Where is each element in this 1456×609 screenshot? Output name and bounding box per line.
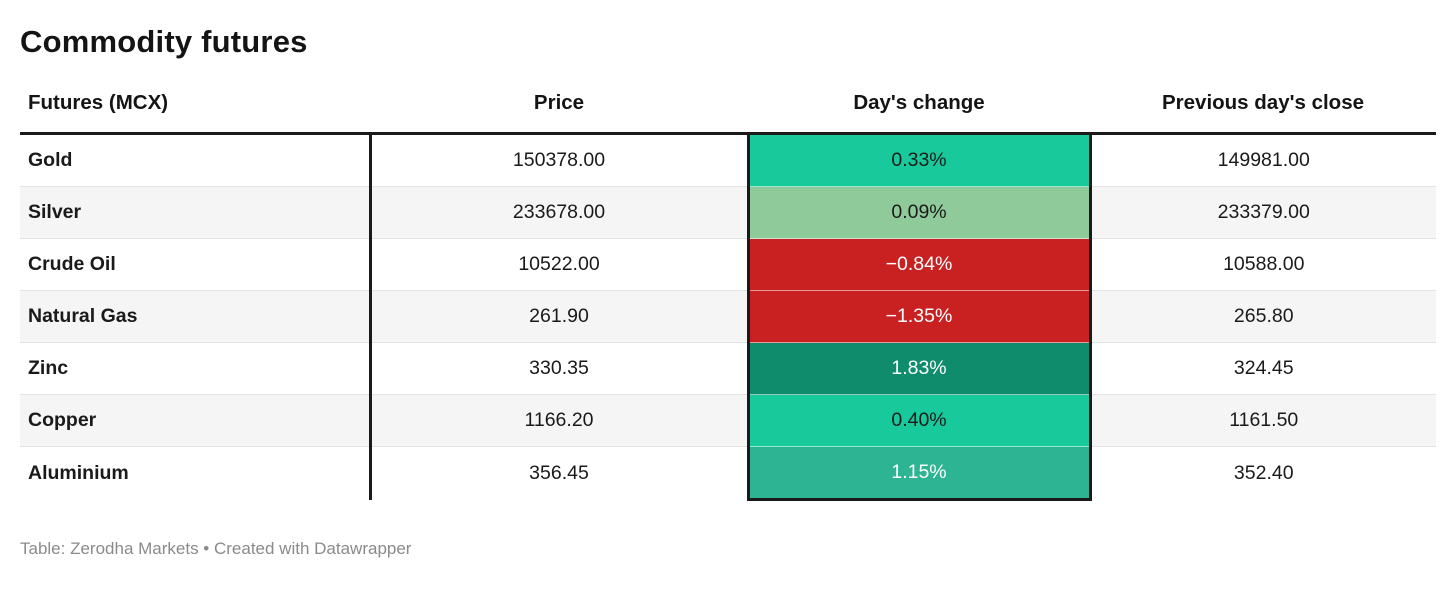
price-cell: 150378.00 xyxy=(370,133,748,187)
futures-name-cell: Gold xyxy=(20,133,372,187)
days-change-cell: −1.35% xyxy=(746,290,1092,343)
price-cell: 330.35 xyxy=(370,342,748,395)
days-change-cell: 1.83% xyxy=(746,342,1092,395)
commodity-futures-table: Futures (MCX) Price Day's change Previou… xyxy=(20,74,1436,501)
prev-close-cell: 324.45 xyxy=(1090,342,1436,395)
days-change-cell: 0.09% xyxy=(746,186,1092,239)
days-change-cell: 0.33% xyxy=(746,133,1092,187)
prev-close-cell: 233379.00 xyxy=(1090,186,1436,239)
column-header-prev-close: Previous day's close xyxy=(1090,74,1436,135)
price-cell: 10522.00 xyxy=(370,238,748,291)
price-cell: 1166.20 xyxy=(370,394,748,447)
days-change-cell: 1.15% xyxy=(746,446,1092,501)
futures-name-cell: Natural Gas xyxy=(20,290,372,343)
futures-name-cell: Copper xyxy=(20,394,372,447)
table-row-aluminium: Aluminium 356.45 1.15% 352.40 xyxy=(20,446,1436,501)
table-row-zinc: Zinc 330.35 1.83% 324.45 xyxy=(20,342,1436,395)
prev-close-cell: 149981.00 xyxy=(1090,133,1436,187)
prev-close-cell: 352.40 xyxy=(1090,446,1436,500)
column-header-days-change: Day's change xyxy=(748,74,1090,135)
table-row-natural-gas: Natural Gas 261.90 −1.35% 265.80 xyxy=(20,290,1436,343)
table-row-gold: Gold 150378.00 0.33% 149981.00 xyxy=(20,133,1436,187)
table-row-silver: Silver 233678.00 0.09% 233379.00 xyxy=(20,186,1436,239)
prev-close-cell: 265.80 xyxy=(1090,290,1436,343)
page-title: Commodity futures xyxy=(20,24,308,59)
days-change-cell: 0.40% xyxy=(746,394,1092,447)
futures-name-cell: Aluminium xyxy=(20,446,372,500)
futures-name-cell: Crude Oil xyxy=(20,238,372,291)
days-change-cell: −0.84% xyxy=(746,238,1092,291)
table-body: Gold 150378.00 0.33% 149981.00 Silver 23… xyxy=(20,133,1436,501)
price-cell: 261.90 xyxy=(370,290,748,343)
table-header: Futures (MCX) Price Day's change Previou… xyxy=(20,74,1436,135)
column-header-price: Price xyxy=(370,74,748,135)
prev-close-cell: 1161.50 xyxy=(1090,394,1436,447)
price-cell: 233678.00 xyxy=(370,186,748,239)
futures-name-cell: Zinc xyxy=(20,342,372,395)
futures-name-cell: Silver xyxy=(20,186,372,239)
table-row-copper: Copper 1166.20 0.40% 1161.50 xyxy=(20,394,1436,447)
column-header-futures: Futures (MCX) xyxy=(20,74,370,135)
price-cell: 356.45 xyxy=(370,446,748,500)
prev-close-cell: 10588.00 xyxy=(1090,238,1436,291)
table-header-row: Futures (MCX) Price Day's change Previou… xyxy=(20,74,1436,135)
table-row-crude-oil: Crude Oil 10522.00 −0.84% 10588.00 xyxy=(20,238,1436,291)
attribution-footer: Table: Zerodha Markets • Created with Da… xyxy=(20,539,412,558)
